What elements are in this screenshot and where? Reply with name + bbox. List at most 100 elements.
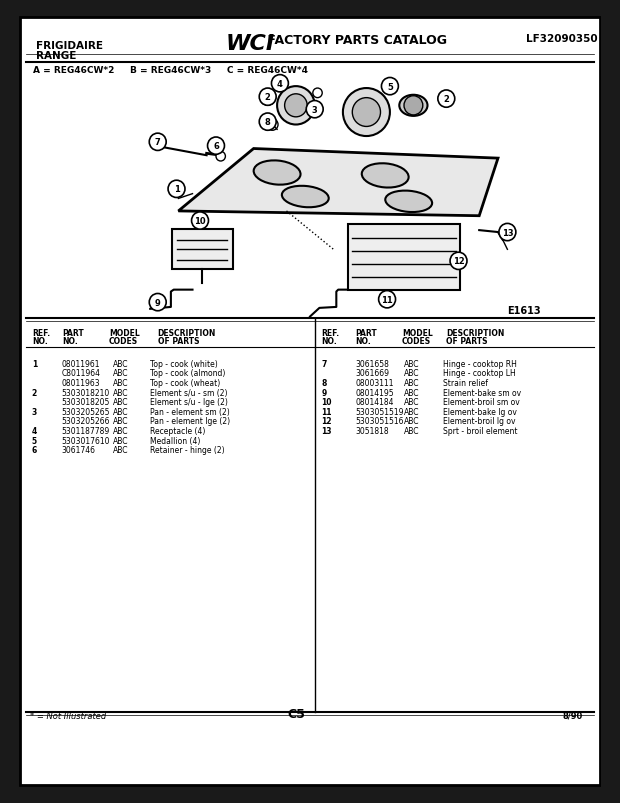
Text: 08003111: 08003111	[355, 378, 394, 388]
FancyBboxPatch shape	[348, 225, 461, 290]
Text: 5303051519: 5303051519	[355, 407, 404, 416]
Circle shape	[343, 89, 390, 137]
Text: RANGE: RANGE	[35, 51, 76, 60]
Text: ABC: ABC	[113, 417, 128, 426]
Text: ABC: ABC	[113, 359, 128, 369]
Text: Retainer - hinge (2): Retainer - hinge (2)	[150, 446, 225, 454]
Text: Receptacle (4): Receptacle (4)	[150, 426, 206, 435]
Text: ABC: ABC	[113, 426, 128, 435]
Circle shape	[306, 101, 323, 119]
Text: 08011961: 08011961	[62, 359, 100, 369]
Text: ABC: ABC	[113, 446, 128, 454]
Text: 08014184: 08014184	[355, 397, 394, 406]
Text: 5303205265: 5303205265	[62, 407, 110, 416]
Circle shape	[404, 96, 423, 116]
Text: ABC: ABC	[113, 369, 128, 378]
Text: Element-bake sm ov: Element-bake sm ov	[443, 388, 521, 397]
Text: 2: 2	[443, 95, 449, 104]
Text: Hinge - cooktop RH: Hinge - cooktop RH	[443, 359, 517, 369]
Text: 12: 12	[321, 417, 332, 426]
Text: 3061746: 3061746	[62, 446, 96, 454]
Text: 8/90: 8/90	[562, 711, 583, 719]
Text: 5301187789: 5301187789	[62, 426, 110, 435]
Text: 2: 2	[32, 388, 37, 397]
Text: REF.: REF.	[321, 328, 339, 337]
Text: MODEL: MODEL	[402, 328, 433, 337]
Circle shape	[260, 91, 275, 106]
Text: Pan - element lge (2): Pan - element lge (2)	[150, 417, 230, 426]
Text: ABC: ABC	[404, 378, 420, 388]
Text: Element-bake lg ov: Element-bake lg ov	[443, 407, 517, 416]
Text: WCI: WCI	[226, 35, 275, 55]
Ellipse shape	[385, 191, 432, 213]
Circle shape	[379, 291, 396, 308]
Text: 9: 9	[321, 388, 327, 397]
Text: FACTORY PARTS CATALOG: FACTORY PARTS CATALOG	[263, 35, 447, 47]
Text: 3061669: 3061669	[355, 369, 389, 378]
Text: 11: 11	[381, 296, 393, 304]
Circle shape	[208, 138, 224, 155]
Circle shape	[259, 89, 276, 106]
Text: 8: 8	[321, 378, 327, 388]
Circle shape	[259, 114, 276, 131]
Circle shape	[272, 75, 288, 93]
Ellipse shape	[254, 161, 301, 185]
Text: REF.: REF.	[32, 328, 50, 337]
Text: C8011964: C8011964	[62, 369, 101, 378]
Text: Sprt - broil element: Sprt - broil element	[443, 426, 518, 435]
Circle shape	[267, 120, 278, 131]
Text: A = REG46CW*2     B = REG46CW*3     C = REG46CW*4: A = REG46CW*2 B = REG46CW*3 C = REG46CW*…	[33, 66, 308, 75]
Text: ABC: ABC	[404, 426, 420, 435]
Text: Top - cook (wheat): Top - cook (wheat)	[150, 378, 221, 388]
Text: ABC: ABC	[113, 388, 128, 397]
Text: 5303017610: 5303017610	[62, 436, 110, 445]
Text: 3051818: 3051818	[355, 426, 389, 435]
Text: 13: 13	[502, 228, 513, 237]
Circle shape	[352, 99, 381, 128]
Ellipse shape	[399, 96, 428, 116]
Circle shape	[192, 213, 208, 230]
Circle shape	[499, 224, 516, 242]
Text: * = Not Illustrated: * = Not Illustrated	[30, 711, 106, 719]
Circle shape	[168, 181, 185, 198]
Text: OF PARTS: OF PARTS	[157, 336, 199, 345]
Text: Hinge - cooktop LH: Hinge - cooktop LH	[443, 369, 516, 378]
Text: 6: 6	[32, 446, 37, 454]
Text: FRIGIDAIRE: FRIGIDAIRE	[35, 41, 102, 51]
Text: NO.: NO.	[32, 336, 48, 345]
Text: ABC: ABC	[404, 397, 420, 406]
Text: PART: PART	[355, 328, 377, 337]
Text: E1613: E1613	[507, 306, 541, 316]
Circle shape	[216, 153, 226, 161]
Text: ABC: ABC	[113, 378, 128, 388]
Circle shape	[149, 294, 166, 312]
Text: LF32090350: LF32090350	[526, 35, 598, 44]
Text: 5303018205: 5303018205	[62, 397, 110, 406]
Text: NO.: NO.	[355, 336, 371, 345]
Text: 08014195: 08014195	[355, 388, 394, 397]
Text: 10: 10	[194, 217, 206, 226]
Text: 3061658: 3061658	[355, 359, 389, 369]
Text: ABC: ABC	[404, 388, 420, 397]
Text: 6: 6	[213, 142, 219, 151]
Text: 4: 4	[277, 79, 283, 88]
Text: NO.: NO.	[62, 336, 78, 345]
Text: 3: 3	[312, 105, 317, 115]
Ellipse shape	[361, 164, 409, 188]
Text: ABC: ABC	[113, 397, 128, 406]
Text: ABC: ABC	[404, 359, 420, 369]
Text: Medallion (4): Medallion (4)	[150, 436, 201, 445]
Text: Element-broil sm ov: Element-broil sm ov	[443, 397, 520, 406]
Text: 8: 8	[265, 118, 270, 127]
Text: ABC: ABC	[404, 369, 420, 378]
Text: 2: 2	[265, 93, 271, 102]
FancyBboxPatch shape	[20, 18, 600, 785]
Text: CODES: CODES	[402, 336, 432, 345]
Text: 5: 5	[32, 436, 37, 445]
Text: 3: 3	[32, 407, 37, 416]
Polygon shape	[179, 149, 498, 217]
Text: Element-broil lg ov: Element-broil lg ov	[443, 417, 516, 426]
Circle shape	[313, 89, 322, 99]
Circle shape	[277, 87, 315, 125]
Text: 4: 4	[32, 426, 37, 435]
